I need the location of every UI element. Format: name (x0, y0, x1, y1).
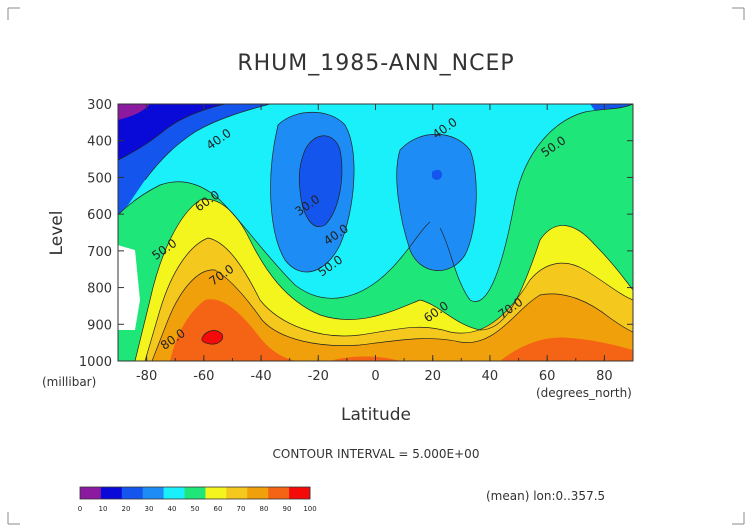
y-axis: 300 400 500 600 700 800 900 1000 (79, 98, 633, 370)
colorbar-tick-label: 70 (237, 505, 246, 513)
colorbar-tick-label: 40 (168, 505, 177, 513)
y-tick-label: 300 (87, 98, 112, 113)
colorbar-tick-label: 90 (283, 505, 292, 513)
contour-interval-text: CONTOUR INTERVAL = 5.000E+00 (273, 447, 480, 461)
chart-title: RHUM_1985-ANN_NCEP (237, 51, 514, 76)
y-tick-label: 400 (87, 135, 112, 150)
core-90 (201, 330, 223, 345)
band-85-right (500, 337, 633, 361)
y-tick-label: 500 (87, 171, 112, 186)
left-edge-gap (118, 245, 140, 330)
x-tick-label: 20 (424, 369, 441, 384)
colorbar-swatch (247, 487, 269, 499)
y-tick-label: 1000 (79, 355, 112, 370)
x-tick-label: -60 (193, 369, 214, 384)
colorbar-swatch (121, 487, 144, 499)
colorbar-swatch (184, 487, 206, 499)
colorbar-swatch (205, 487, 227, 499)
corner-marks (7, 7, 745, 525)
band-80 (152, 269, 633, 361)
colorbar-tick-label: 10 (99, 505, 108, 513)
colorbar: 0 10 20 30 40 50 60 70 80 90 100 (78, 486, 317, 513)
colorbar-swatch (289, 487, 311, 499)
colorbar-swatch (100, 487, 123, 499)
band-mid-40b (396, 134, 477, 271)
y-axis-title: Level (47, 211, 67, 256)
x-tick-label: 80 (596, 369, 613, 384)
x-tick-label: -80 (136, 369, 157, 384)
colorbar-swatch (226, 487, 248, 499)
colorbar-swatch (268, 487, 290, 499)
band-85-mid (330, 356, 400, 361)
footnote-mean-lon: (mean) lon:0..357.5 (486, 489, 605, 503)
contour-field (118, 104, 633, 361)
core-30-north (432, 169, 443, 180)
x-units-label: (degrees_north) (536, 386, 632, 400)
x-tick-label: -20 (308, 369, 329, 384)
colorbar-tick-label: 100 (303, 505, 316, 513)
y-tick-label: 700 (87, 245, 112, 260)
colorbar-tick-label: 50 (191, 505, 200, 513)
x-axis-title: Latitude (341, 405, 411, 425)
left-edge-strip (118, 215, 135, 250)
colorbar-swatch (163, 487, 185, 499)
y-tick-label: 800 (87, 282, 112, 297)
x-tick-label: -40 (250, 369, 271, 384)
colorbar-swatch (80, 487, 102, 499)
contour-lines (118, 104, 633, 361)
colorbar-swatch (142, 487, 164, 499)
x-axis: -80 -60 -40 -20 0 20 40 60 80 (117, 104, 634, 384)
colorbar-frame (79, 486, 311, 500)
core-30-south (299, 135, 342, 227)
y-tick-label: 600 (87, 208, 112, 223)
band-85 (170, 299, 300, 361)
colorbar-tick-label: 30 (145, 505, 154, 513)
y-units-label: (millibar) (42, 375, 96, 389)
colorbar-tick-label: 20 (122, 505, 131, 513)
band-upper-left-10 (118, 104, 225, 160)
x-tick-label: 60 (539, 369, 556, 384)
x-tick-label: 40 (482, 369, 499, 384)
colorbar-tick-label: 60 (214, 505, 223, 513)
colorbar-tick-label: 0 (78, 505, 82, 513)
y-tick-label: 900 (87, 318, 112, 333)
x-tick-label: 0 (371, 369, 379, 384)
band-upper-left-0 (118, 104, 150, 120)
colorbar-tick-label: 80 (260, 505, 269, 513)
